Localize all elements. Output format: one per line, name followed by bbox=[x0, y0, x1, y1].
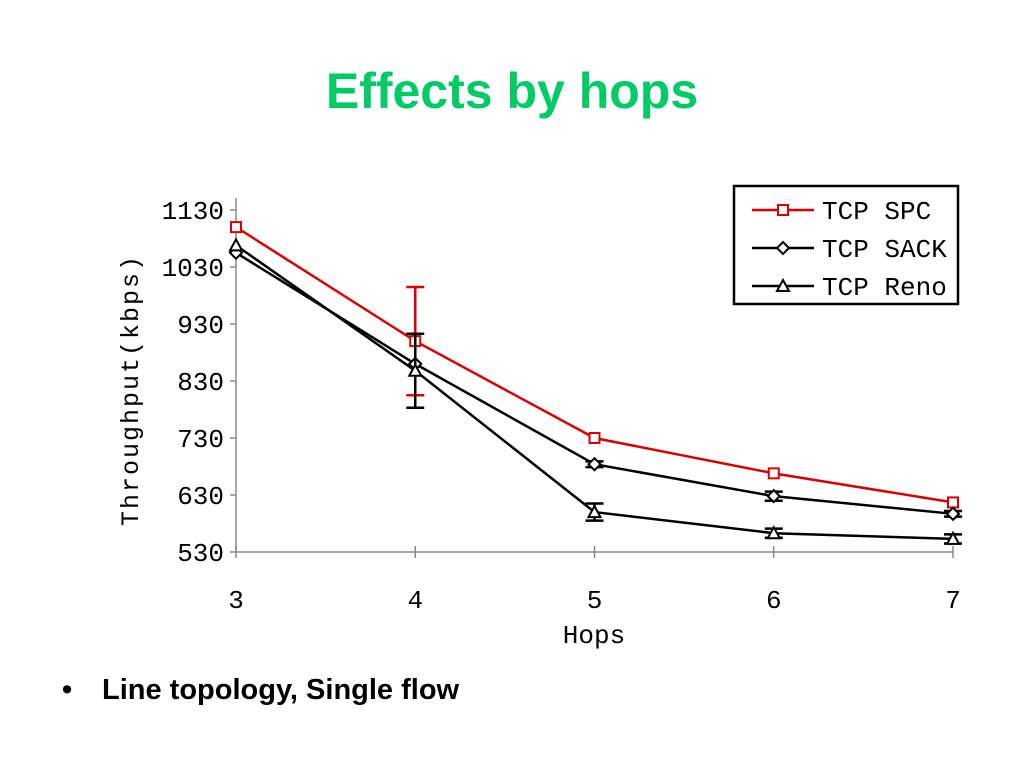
legend-marker bbox=[777, 204, 789, 216]
x-tick-label: 4 bbox=[407, 586, 423, 616]
bullet-text: Line topology, Single flow bbox=[102, 674, 460, 706]
x-axis-ticks: 3 4 5 6 7 bbox=[228, 546, 961, 616]
data-point bbox=[766, 488, 782, 504]
chart-series bbox=[228, 221, 962, 545]
data-point bbox=[945, 506, 961, 522]
y-axis-ticks: 530 630 730 830 930 1030 1130 bbox=[162, 197, 236, 569]
x-tick-label: 7 bbox=[945, 586, 961, 616]
y-tick-label: 730 bbox=[177, 425, 224, 455]
y-axis-label: Throughput(kbps) bbox=[117, 254, 146, 526]
legend-box bbox=[732, 184, 960, 306]
x-tick-label: 5 bbox=[587, 586, 603, 616]
legend-entry: TCP Reno bbox=[822, 273, 947, 303]
data-point bbox=[407, 362, 423, 377]
data-point bbox=[230, 221, 242, 234]
data-point bbox=[228, 237, 244, 252]
x-tick-label: 6 bbox=[766, 586, 782, 616]
data-point bbox=[767, 467, 780, 480]
data-point bbox=[588, 432, 601, 444]
legend-entry: TCP SACK bbox=[822, 235, 947, 265]
legend-marker bbox=[775, 277, 791, 292]
legend-marker bbox=[775, 240, 791, 256]
data-point bbox=[766, 525, 782, 540]
y-tick-label: 1130 bbox=[162, 197, 224, 227]
y-tick-label: 1030 bbox=[162, 254, 224, 284]
data-point bbox=[587, 456, 602, 472]
x-axis-label: Hops bbox=[563, 621, 625, 651]
series-tcp-sack bbox=[228, 245, 962, 522]
data-point bbox=[586, 504, 603, 519]
chart-legend: TCP SPC TCP SACK TCP Reno bbox=[732, 184, 960, 306]
data-point bbox=[947, 496, 959, 509]
slide-title: Effects by hops bbox=[325, 63, 699, 119]
bullet-item: • Line topology, Single flow bbox=[62, 674, 459, 707]
data-point bbox=[945, 530, 961, 545]
y-tick-label: 630 bbox=[177, 482, 224, 512]
x-tick-label: 3 bbox=[228, 586, 244, 616]
legend-entry: TCP SPC bbox=[822, 197, 931, 227]
bullet-marker: • bbox=[62, 674, 73, 706]
series-tcp-reno bbox=[228, 237, 962, 545]
y-tick-label: 930 bbox=[177, 311, 224, 341]
y-tick-label: 530 bbox=[177, 539, 224, 569]
y-tick-label: 830 bbox=[177, 368, 224, 398]
